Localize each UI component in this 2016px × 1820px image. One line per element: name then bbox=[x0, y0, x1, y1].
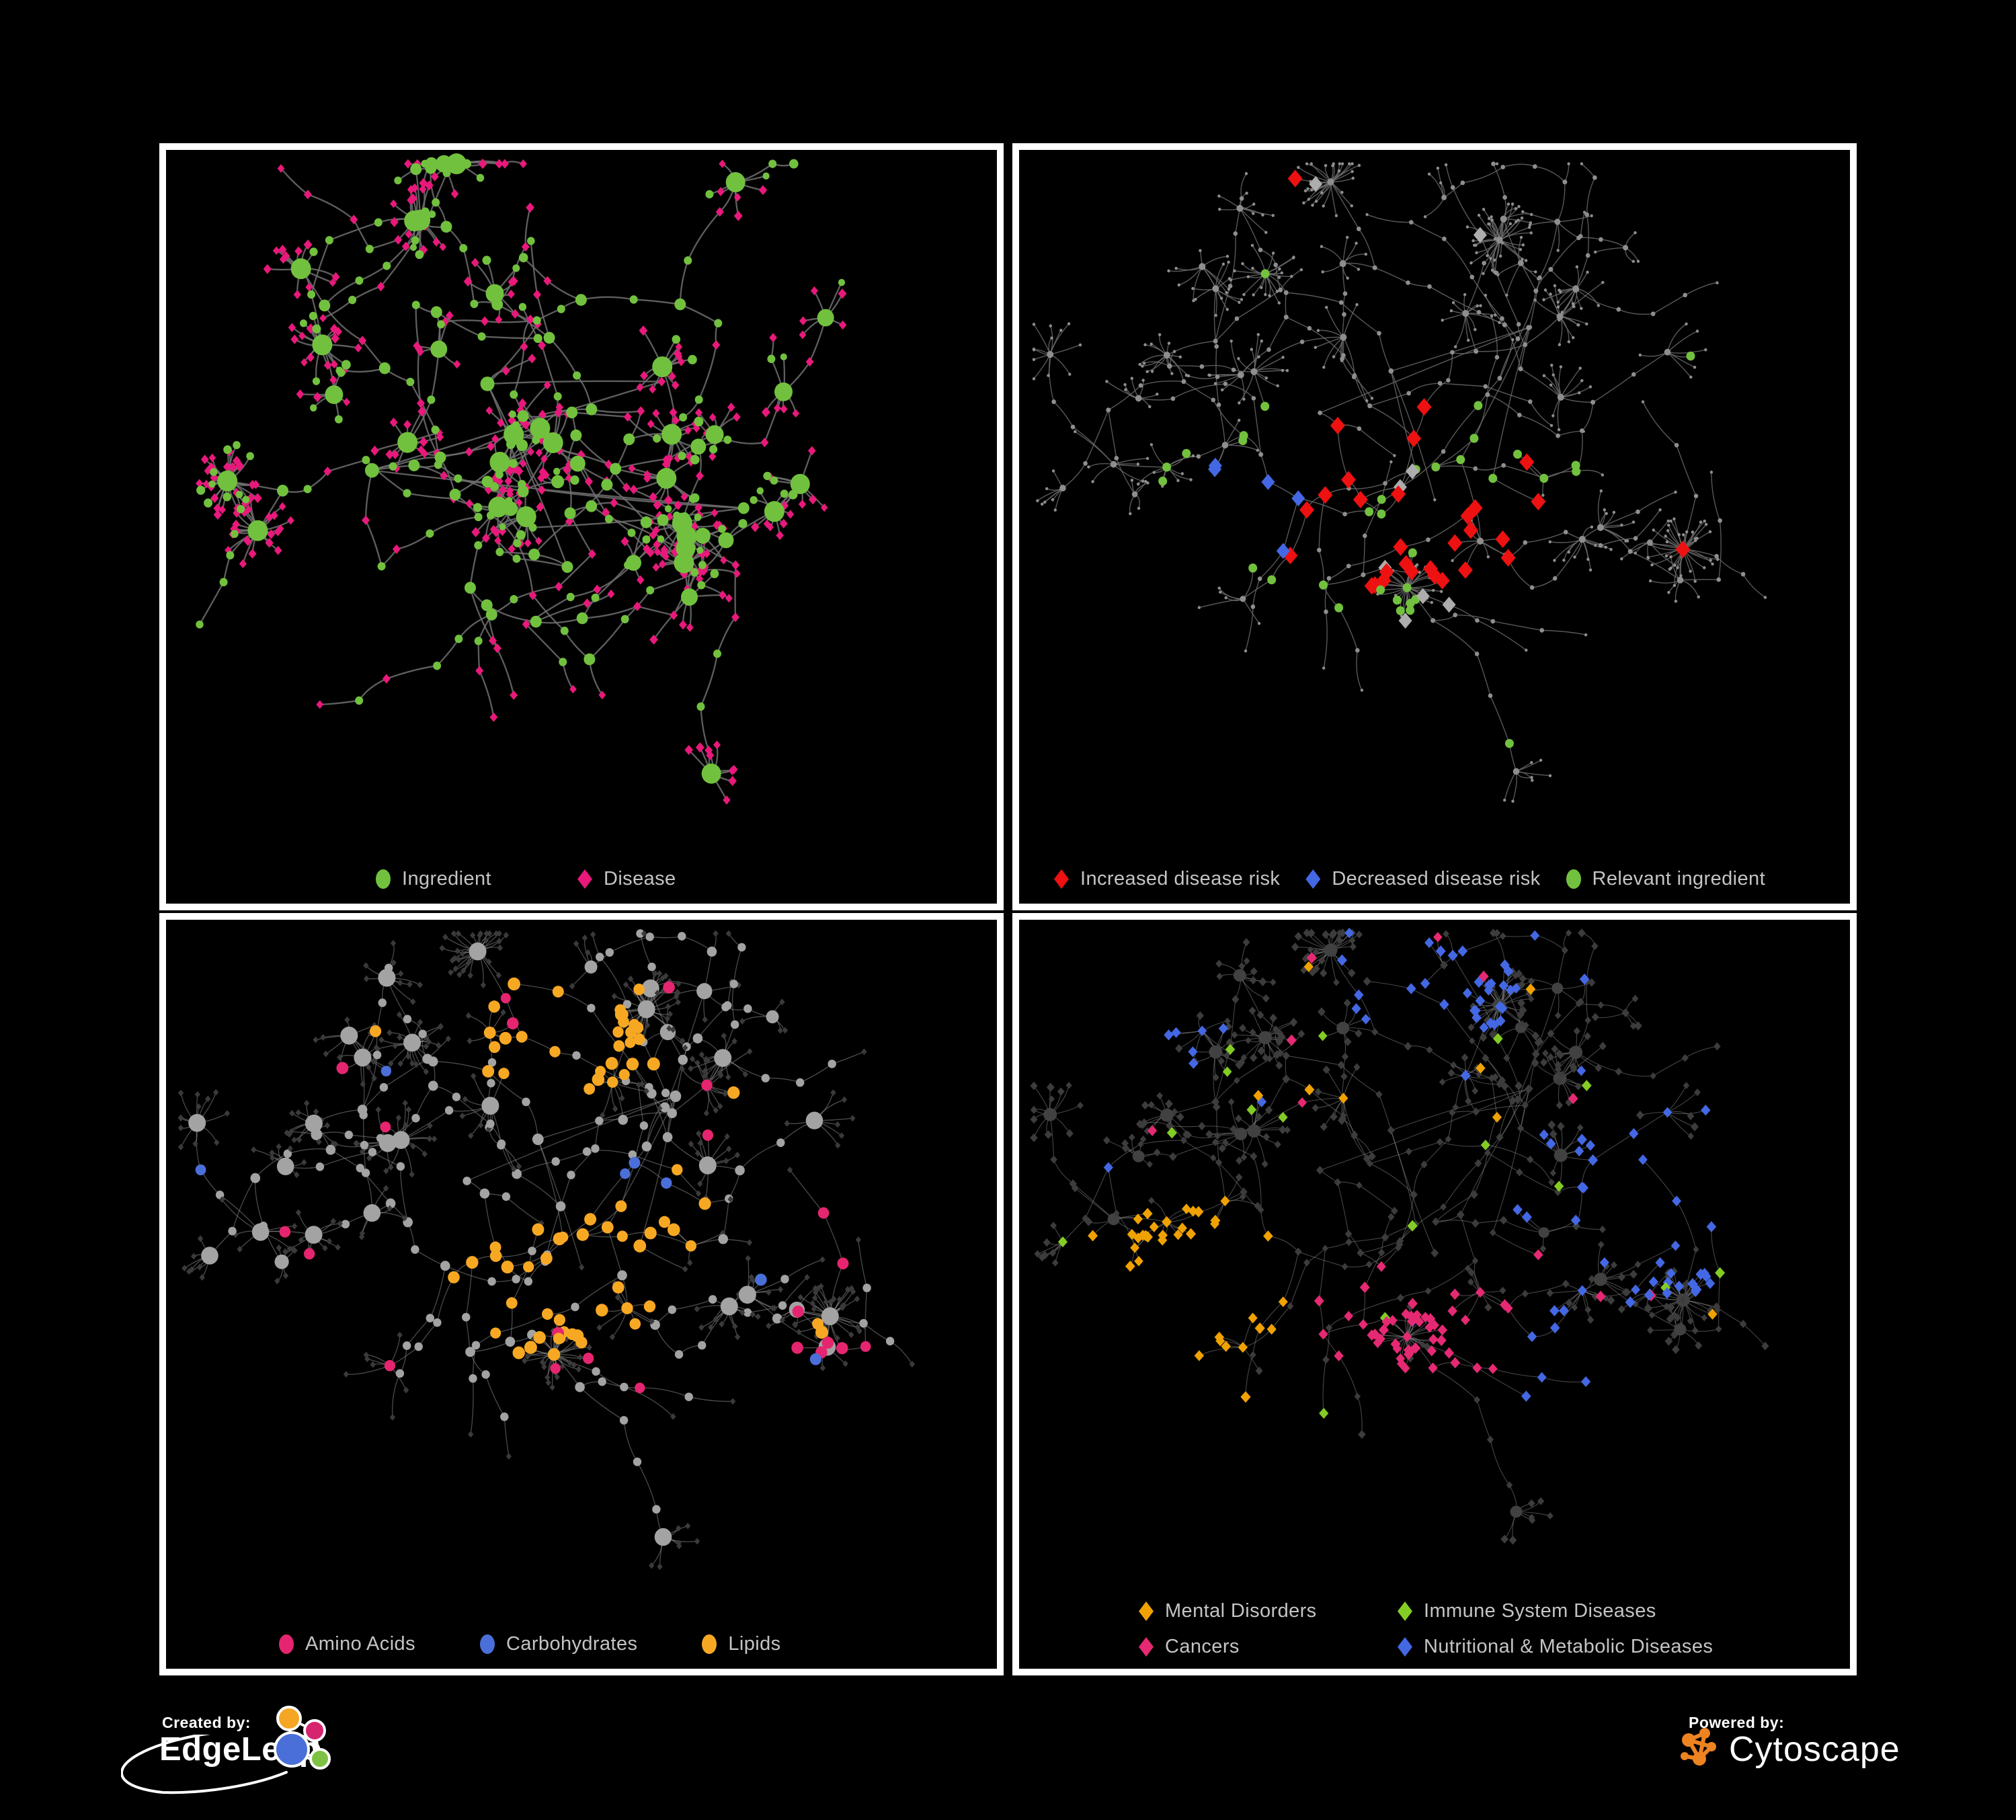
cytoscape-node bbox=[1699, 1728, 1710, 1739]
edgeleap-magenta-node bbox=[303, 1719, 326, 1742]
panel-disease-classes: Mental Disorders Immune System Diseases Ca… bbox=[1012, 913, 1857, 1675]
legend-label: Cancers bbox=[1165, 1636, 1240, 1657]
legend-label: Decreased disease risk bbox=[1332, 868, 1541, 889]
edgeleap-green-node bbox=[309, 1748, 331, 1770]
legend-item: Decreased disease risk bbox=[1305, 868, 1540, 890]
legend-label: Ingredient bbox=[402, 868, 491, 889]
legend-label: Lipids bbox=[728, 1633, 781, 1655]
ingredient-disease-network-graph bbox=[196, 153, 847, 805]
legend-item: Mental Disorders bbox=[1139, 1600, 1398, 1622]
legend-item: Ingredient bbox=[376, 868, 491, 890]
edgeleap-blue-node bbox=[274, 1731, 310, 1768]
legend-diamond-marker bbox=[1139, 1637, 1154, 1657]
legend-label: Nutritional & Metabolic Diseases bbox=[1424, 1636, 1713, 1657]
cytoscape-node bbox=[1682, 1733, 1695, 1747]
nutrient-class-network-graph bbox=[177, 929, 916, 1571]
legend-circle-marker bbox=[1566, 869, 1581, 889]
legend-ingredient-disease: Ingredient Disease bbox=[166, 868, 997, 890]
legend-item: Immune System Diseases bbox=[1398, 1600, 1850, 1622]
disease-class-network-graph bbox=[1030, 927, 1769, 1545]
legend-item: Carbohydrates bbox=[479, 1633, 638, 1655]
legend-diamond-marker bbox=[1305, 869, 1321, 889]
legend-disease-risk: Increased disease risk Decreased disease … bbox=[1019, 868, 1850, 890]
legend-label: Mental Disorders bbox=[1165, 1600, 1317, 1622]
legend-item: Cancers bbox=[1139, 1636, 1398, 1658]
panel-ingredient-disease: Ingredient Disease bbox=[159, 143, 1004, 910]
created-by-label: Created by: bbox=[162, 1714, 251, 1731]
disease-risk-network-graph bbox=[1032, 161, 1767, 803]
edgeleap-orange-node bbox=[276, 1706, 302, 1731]
legend-diamond-marker bbox=[1398, 1601, 1412, 1621]
legend-label: Immune System Diseases bbox=[1424, 1600, 1656, 1622]
legend-item: Amino Acids bbox=[279, 1633, 415, 1655]
legend-nutrient-classes: Amino Acids Carbohydrates Lipids bbox=[166, 1633, 997, 1655]
legend-disease-classes: Mental Disorders Immune System Diseases Ca… bbox=[1019, 1600, 1850, 1658]
legend-label: Disease bbox=[604, 868, 676, 889]
cytoscape-node bbox=[1707, 1742, 1716, 1751]
panel-nutrient-classes: Amino Acids Carbohydrates Lipids bbox=[159, 913, 1004, 1675]
legend-label: Relevant ingredient bbox=[1592, 868, 1766, 889]
legend-item: Disease bbox=[577, 868, 676, 890]
legend-diamond-marker bbox=[1398, 1637, 1412, 1657]
legend-circle-marker bbox=[279, 1634, 294, 1654]
legend-label: Carbohydrates bbox=[506, 1633, 638, 1655]
legend-diamond-marker bbox=[1054, 869, 1069, 889]
legend-circle-marker bbox=[376, 869, 391, 889]
cytoscape-logo-text: Cytoscape bbox=[1729, 1730, 1900, 1769]
legend-item: Relevant ingredient bbox=[1566, 868, 1765, 890]
legend-diamond-marker bbox=[1139, 1601, 1154, 1621]
legend-label: Amino Acids bbox=[305, 1633, 415, 1655]
cytoscape-node bbox=[1681, 1752, 1689, 1760]
legend-diamond-marker bbox=[577, 869, 592, 889]
legend-item: Lipids bbox=[702, 1633, 780, 1655]
legend-label: Increased disease risk bbox=[1080, 868, 1281, 889]
legend-item: Nutritional & Metabolic Diseases bbox=[1398, 1636, 1850, 1658]
edgeleap-logo-icon bbox=[274, 1706, 331, 1770]
cytoscape-node bbox=[1693, 1752, 1706, 1766]
cytoscape-logo-icon bbox=[1681, 1728, 1716, 1766]
legend-circle-marker bbox=[479, 1634, 495, 1654]
legend-item: Increased disease risk bbox=[1054, 868, 1280, 890]
panel-disease-risk: Increased disease risk Decreased disease … bbox=[1012, 143, 1857, 910]
legend-circle-marker bbox=[702, 1634, 717, 1654]
